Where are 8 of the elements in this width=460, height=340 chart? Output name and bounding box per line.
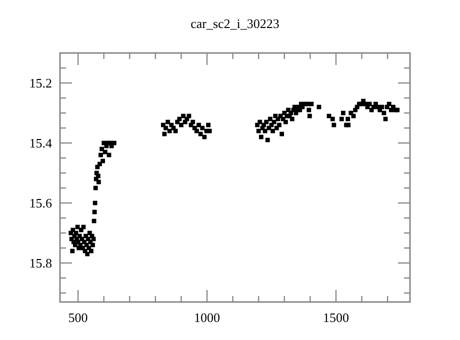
x-tick-label: 500 xyxy=(68,310,88,325)
y-tick-label: 15.4 xyxy=(29,136,52,150)
y-tick-label: 15.6 xyxy=(29,196,52,210)
x-tick-label: 1000 xyxy=(194,310,220,325)
chart-title: car_sc2_i_30223 xyxy=(190,16,280,31)
y-tick-label: 15.8 xyxy=(29,256,52,270)
y-tick-label: 15.2 xyxy=(29,76,52,90)
x-tick-label: 1500 xyxy=(322,310,349,325)
